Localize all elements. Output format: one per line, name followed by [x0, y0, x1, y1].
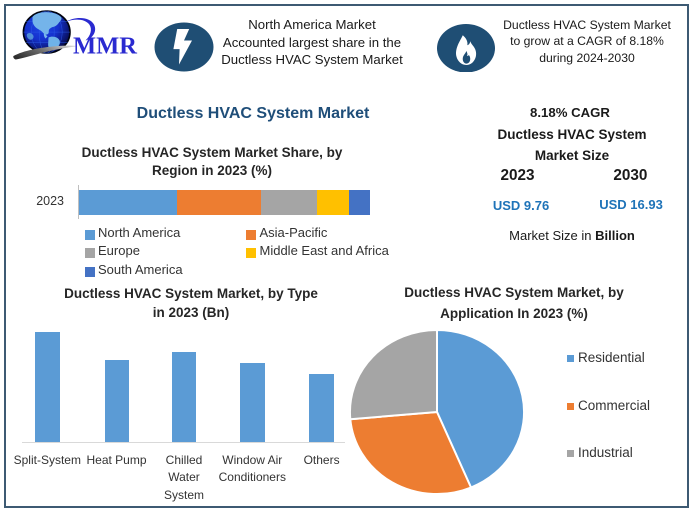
svg-text:MMR: MMR — [73, 33, 137, 60]
